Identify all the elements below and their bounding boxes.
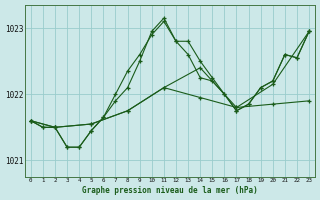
X-axis label: Graphe pression niveau de la mer (hPa): Graphe pression niveau de la mer (hPa): [82, 186, 258, 195]
